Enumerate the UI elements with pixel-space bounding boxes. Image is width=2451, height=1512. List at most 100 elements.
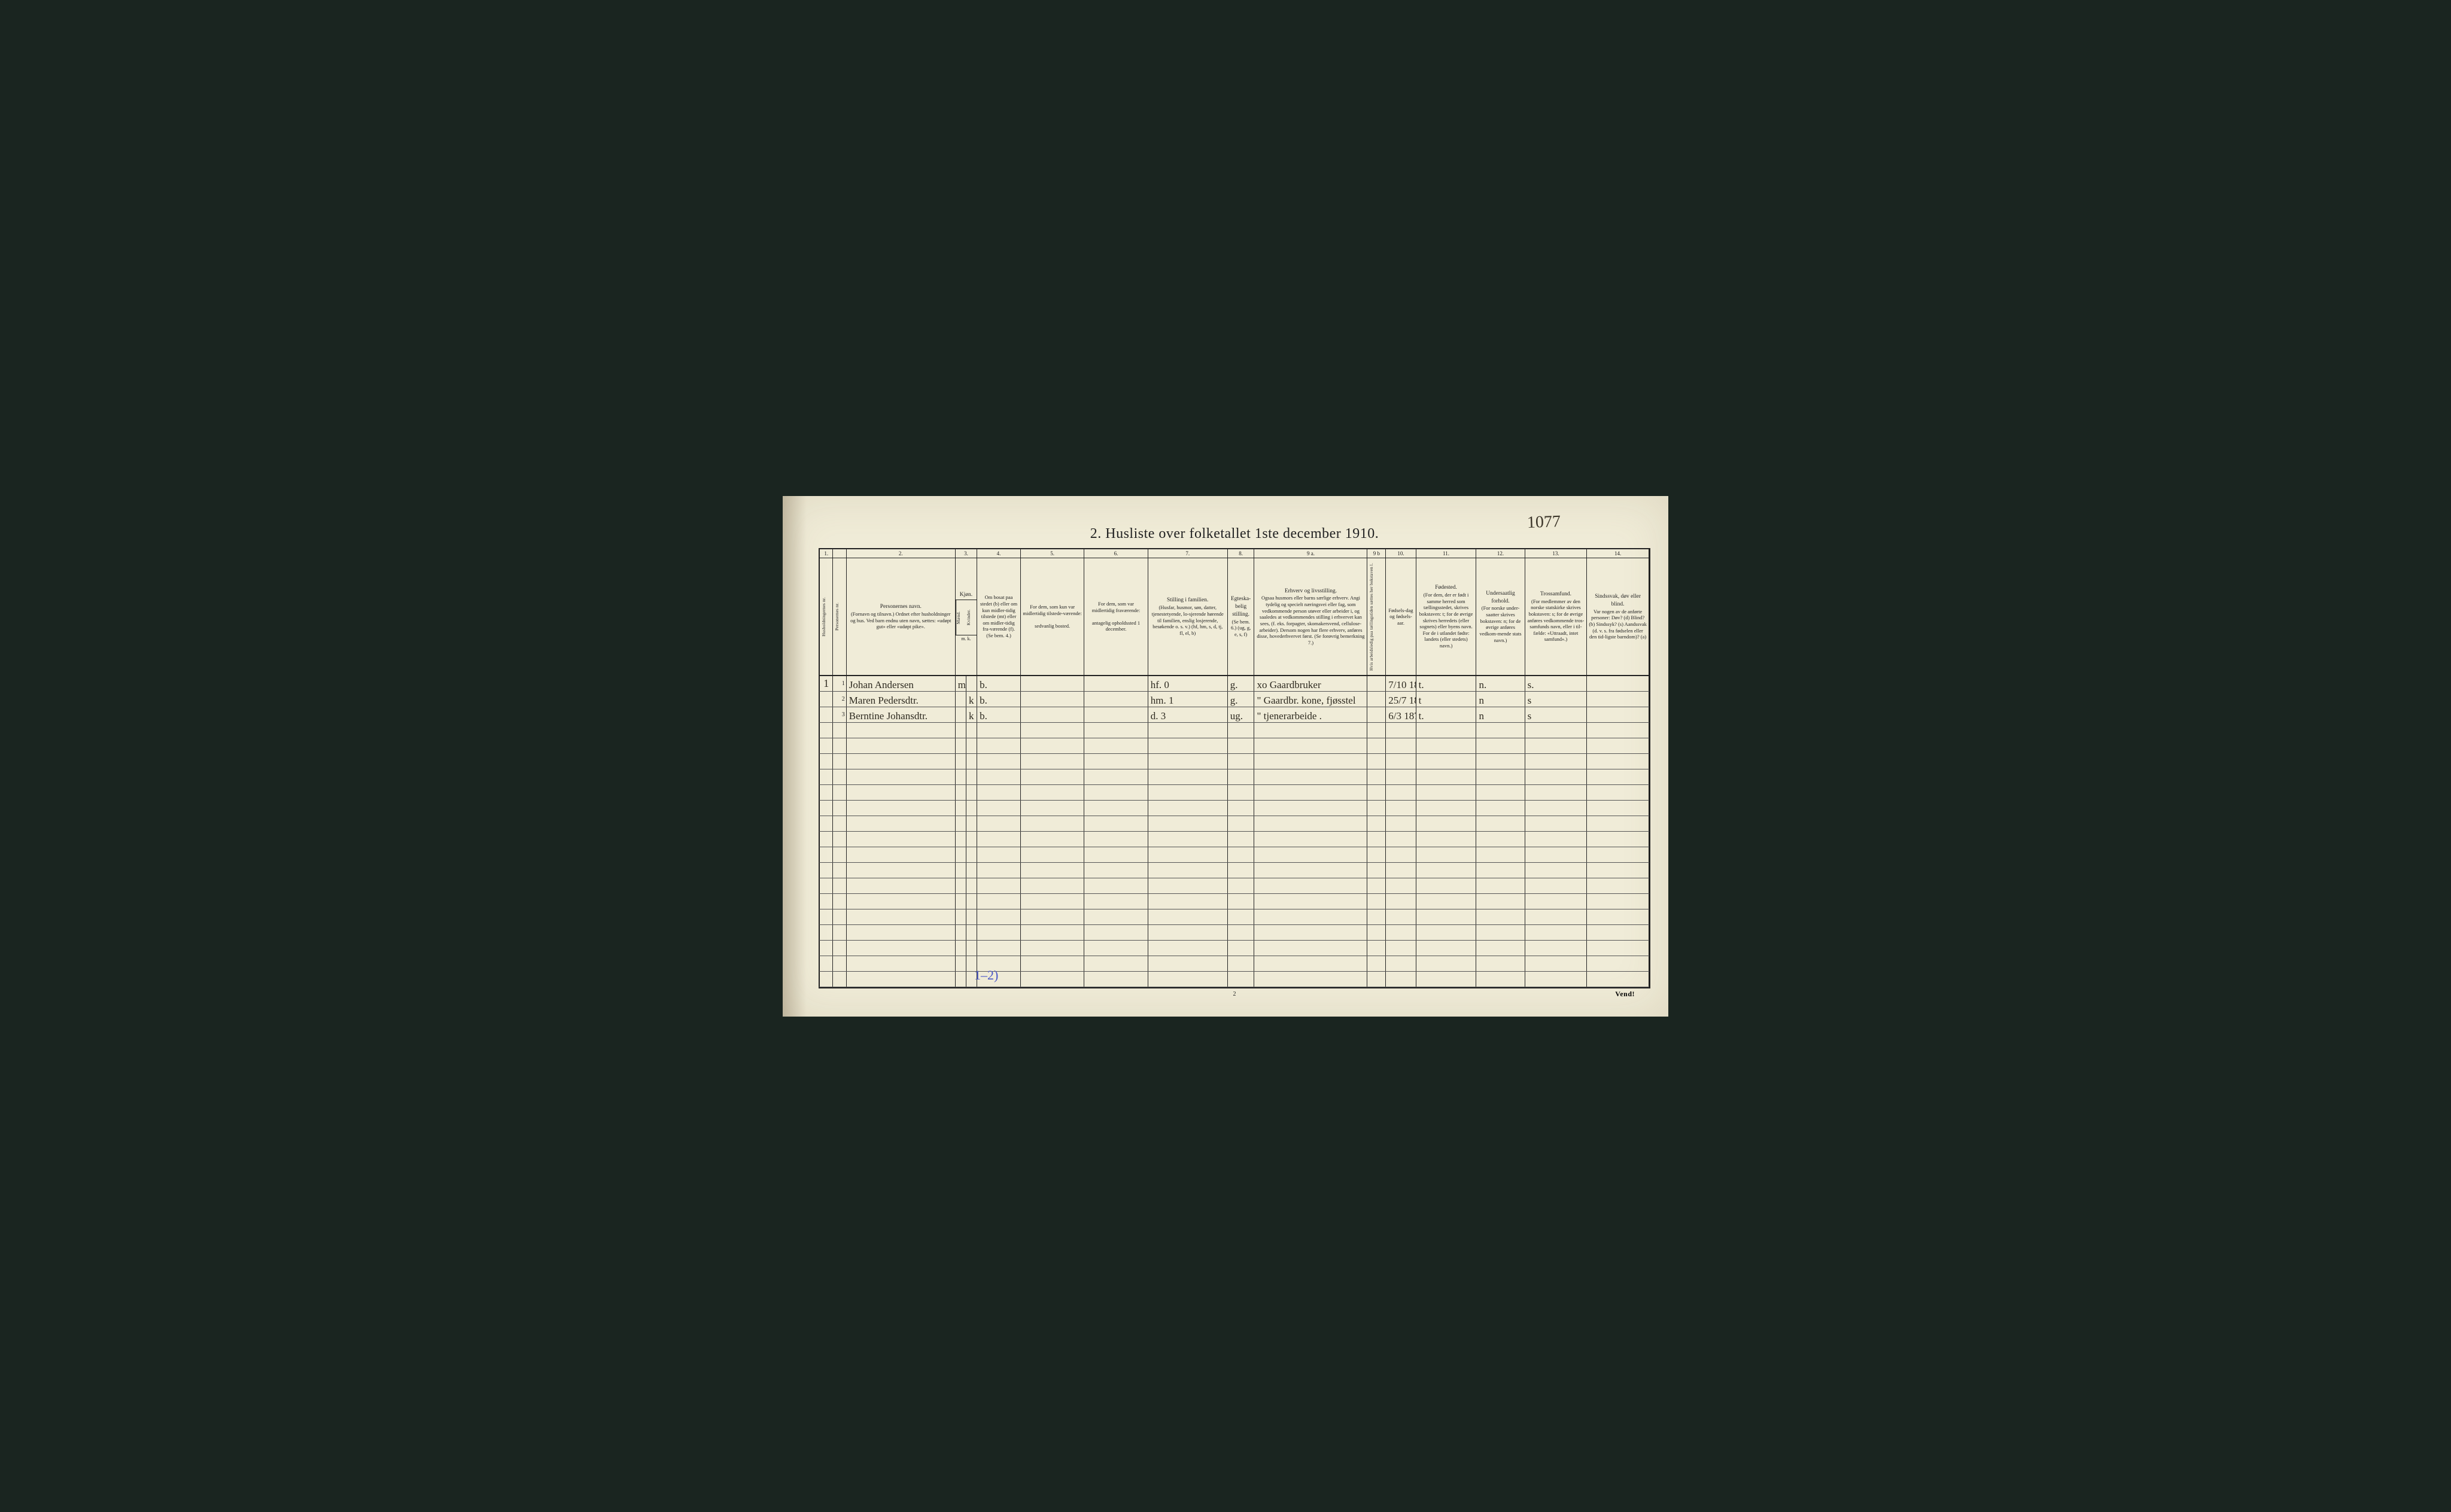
birthplace-cell (1416, 769, 1476, 784)
sex-m-cell (955, 722, 966, 738)
birthdate-cell (1386, 753, 1416, 769)
birthdate-cell (1386, 847, 1416, 862)
person-nr: 4 (833, 722, 846, 738)
colnum-11: 11. (1416, 549, 1476, 558)
person-nr: 18 (833, 940, 846, 956)
colnum-5: 5. (1020, 549, 1084, 558)
residence-cell (977, 878, 1021, 893)
occupation-cell (1254, 862, 1367, 878)
name-cell: Johan Andersen (846, 676, 955, 691)
religion-cell: s. (1525, 676, 1587, 691)
unemployed-cell (1367, 784, 1386, 800)
name-cell (846, 722, 955, 738)
religion-cell (1525, 738, 1587, 753)
family-position-cell (1148, 831, 1227, 847)
c5-cell (1020, 784, 1084, 800)
household-nr (820, 956, 833, 971)
unemployed-cell (1367, 691, 1386, 707)
colnum-3: 3. (955, 549, 977, 558)
marital-cell (1227, 816, 1254, 831)
marital-cell (1227, 971, 1254, 987)
unemployed-cell (1367, 769, 1386, 784)
colnum-9b: 9 b (1367, 549, 1386, 558)
sex-m-cell: m (955, 676, 966, 691)
sex-m-cell (955, 847, 966, 862)
birthdate-cell (1386, 940, 1416, 956)
occupation-cell (1254, 956, 1367, 971)
table-row: 7 (820, 769, 1649, 784)
person-nr: 19 (833, 956, 846, 971)
sex-m-cell (955, 784, 966, 800)
sex-k-cell (966, 862, 977, 878)
family-position-cell (1148, 956, 1227, 971)
table-row: 5 (820, 738, 1649, 753)
document-title: 2. Husliste over folketallet 1ste decemb… (819, 526, 1650, 542)
occupation-cell (1254, 738, 1367, 753)
occupation-cell (1254, 816, 1367, 831)
residence-cell (977, 862, 1021, 878)
c6-cell (1084, 753, 1148, 769)
religion-cell (1525, 722, 1587, 738)
household-nr (820, 769, 833, 784)
disability-cell (1587, 707, 1649, 722)
unemployed-cell (1367, 956, 1386, 971)
table-row: 19 (820, 956, 1649, 971)
disability-cell (1587, 924, 1649, 940)
c6-cell (1084, 909, 1148, 924)
col2-header: Personernes navn. (Fornavn og tilnavn.) … (846, 558, 955, 676)
residence-cell (977, 753, 1021, 769)
family-position-cell: hf. 0 (1148, 676, 1227, 691)
table-row: 2Maren Pedersdtr.kb.hm. 1g." Gaardbr. ko… (820, 691, 1649, 707)
c5-cell (1020, 722, 1084, 738)
residence-cell (977, 816, 1021, 831)
c6-cell (1084, 784, 1148, 800)
family-position-cell (1148, 722, 1227, 738)
religion-cell (1525, 800, 1587, 816)
sex-k-cell (966, 831, 977, 847)
sex-m-cell (955, 878, 966, 893)
disability-cell (1587, 893, 1649, 909)
marital-cell: ug. (1227, 707, 1254, 722)
sex-k-cell (966, 784, 977, 800)
marital-cell (1227, 940, 1254, 956)
occupation-cell (1254, 909, 1367, 924)
household-nr (820, 940, 833, 956)
nationality-cell: n. (1476, 676, 1525, 691)
household-nr (820, 753, 833, 769)
sex-m-cell (955, 769, 966, 784)
person-nr: 17 (833, 924, 846, 940)
religion-cell (1525, 784, 1587, 800)
birthdate-cell (1386, 722, 1416, 738)
household-nr (820, 971, 833, 987)
birthdate-cell (1386, 862, 1416, 878)
birthplace-cell (1416, 940, 1476, 956)
household-nr (820, 784, 833, 800)
table-row: 11Johan Andersenmb.hf. 0g.xo Gaardbruker… (820, 676, 1649, 691)
residence-cell (977, 940, 1021, 956)
sex-k-cell: k (966, 691, 977, 707)
occupation-cell: xo Gaardbruker (1254, 676, 1367, 691)
col10-header: Fødsels-dag og fødsels-aar. (1386, 558, 1416, 676)
sex-m-cell (955, 753, 966, 769)
colnum-4: 4. (977, 549, 1021, 558)
person-nr: 13 (833, 862, 846, 878)
religion-cell (1525, 924, 1587, 940)
sex-k-cell (966, 753, 977, 769)
footer-page-number: 2 (819, 991, 1650, 997)
colnum-8: 8. (1227, 549, 1254, 558)
col6-header: For dem, som var midlertidig fraværende:… (1084, 558, 1148, 676)
family-position-cell (1148, 784, 1227, 800)
table-row: 13 (820, 862, 1649, 878)
occupation-cell (1254, 971, 1367, 987)
birthplace-cell (1416, 893, 1476, 909)
name-cell (846, 738, 955, 753)
sex-k-cell (966, 816, 977, 831)
household-nr (820, 691, 833, 707)
name-cell (846, 924, 955, 940)
religion-cell: s (1525, 707, 1587, 722)
person-nr: 14 (833, 878, 846, 893)
colnum-6: 6. (1084, 549, 1148, 558)
birthplace-cell (1416, 847, 1476, 862)
marital-cell: g. (1227, 691, 1254, 707)
family-position-cell (1148, 862, 1227, 878)
